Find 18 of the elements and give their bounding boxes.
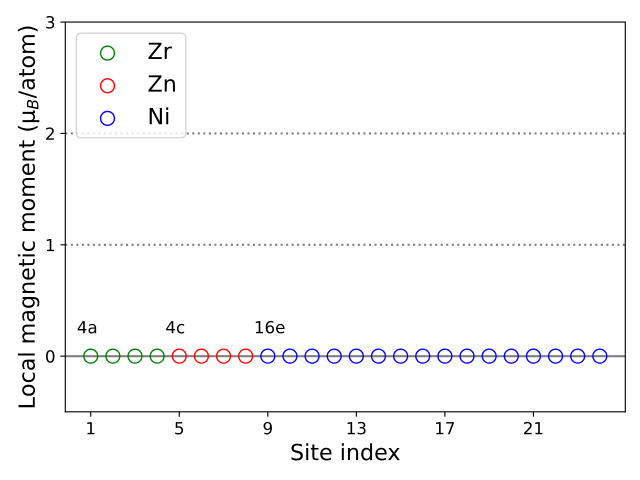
y-tick-label: 2: [46, 127, 54, 140]
legend-label: Ni: [150, 107, 168, 124]
annotation: 4c: [166, 321, 184, 334]
legend-label: Zn: [148, 75, 175, 92]
annotation: 16e: [256, 320, 284, 334]
x-tick-label: 21: [524, 422, 542, 434]
x-axis-title: Site index: [291, 443, 400, 460]
y-tick-label: 0: [46, 350, 54, 363]
y-axis-title: Local magnetic moment (μ$_{B}$/atom): [18, 26, 40, 408]
x-tick-label: 17: [436, 422, 454, 434]
y-tick-label: 3: [46, 16, 54, 29]
x-tick-label: 13: [348, 422, 366, 434]
x-tick-label: 9: [264, 422, 272, 434]
x-tick-label: 1: [87, 422, 94, 434]
x-tick-label: 5: [175, 422, 184, 434]
y-tick-label: 1: [46, 238, 54, 252]
legend-label: Zr: [148, 42, 172, 59]
annotation: 4a: [78, 321, 96, 334]
